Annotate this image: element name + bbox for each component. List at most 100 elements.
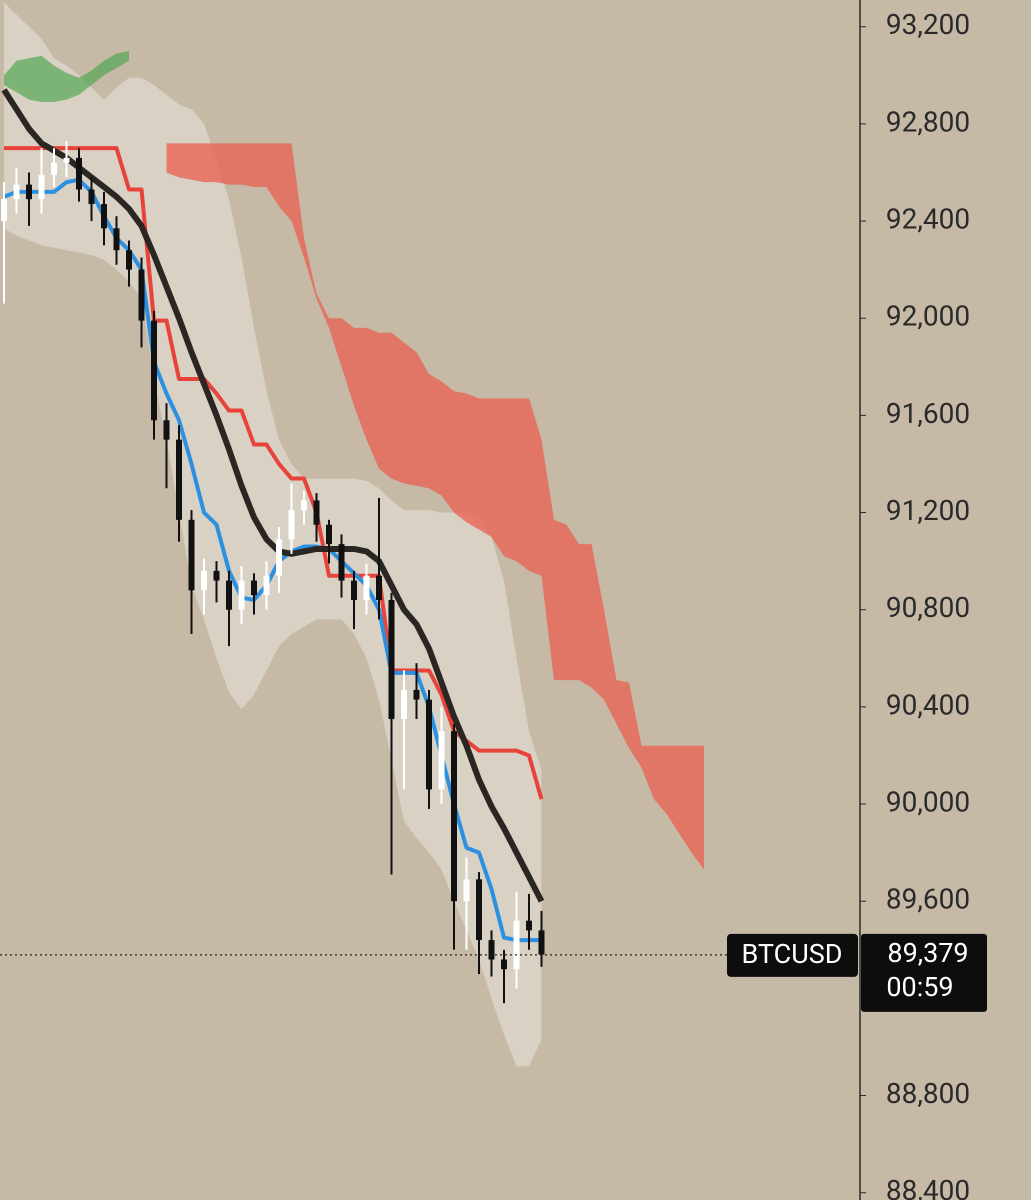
y-tick-label: 90,800 (886, 591, 970, 624)
candle (63, 140, 70, 178)
y-tick-label: 90,000 (886, 785, 970, 818)
candle-body (13, 184, 20, 200)
candle (338, 534, 345, 598)
candle (101, 191, 107, 246)
candle (13, 167, 20, 214)
candle (38, 148, 45, 214)
candle (1, 182, 7, 304)
candle-body (413, 689, 420, 700)
candle (326, 519, 332, 564)
candle-body (526, 920, 532, 931)
candle (126, 240, 132, 287)
candle (188, 510, 195, 635)
symbol-tag (727, 933, 858, 977)
y-tick-label: 90,400 (886, 688, 970, 721)
indicator-line (4, 146, 544, 800)
candle-body (476, 879, 482, 941)
candle-body (51, 162, 57, 175)
candle (476, 872, 482, 975)
candle (488, 930, 495, 977)
candle-body (176, 439, 182, 520)
candle-body (288, 510, 295, 540)
candle-body (201, 570, 207, 591)
candle-body (313, 500, 320, 525)
y-tick-label: 92,000 (886, 300, 970, 333)
countdown-label: 00:59 (886, 971, 953, 1003)
candle-body (113, 228, 120, 251)
candle-body (26, 184, 32, 200)
candle-body (326, 524, 332, 545)
last-price-label: 89,379 (887, 937, 968, 969)
candle (213, 561, 220, 603)
candle (376, 497, 382, 620)
candle-body (363, 575, 370, 600)
y-tick-label: 92,400 (886, 202, 970, 235)
y-tick-label: 89,600 (886, 883, 970, 916)
candle-body (226, 580, 232, 610)
candle-body (238, 580, 245, 610)
candle-body (76, 157, 82, 190)
candle-body (1, 199, 7, 222)
candle (276, 527, 282, 593)
y-tick-label: 91,600 (886, 397, 970, 430)
candle-body (63, 157, 70, 163)
candle (388, 592, 395, 875)
candle-body (501, 959, 507, 970)
candle (151, 310, 157, 440)
y-tick-label: 88,400 (886, 1174, 970, 1200)
y-tick-label: 93,200 (886, 8, 970, 41)
candle-body (251, 580, 257, 596)
plot-area (0, 2, 860, 1067)
candle-body (163, 420, 170, 440)
candle (138, 257, 145, 348)
candle (526, 893, 532, 950)
candle (301, 490, 307, 525)
candle-body (463, 879, 470, 902)
candle-body (301, 500, 307, 511)
candle (238, 565, 245, 625)
candle (226, 570, 232, 647)
candle (438, 706, 445, 805)
candle (313, 493, 320, 542)
candle-body (263, 575, 270, 596)
candle (501, 949, 507, 1004)
candle (413, 663, 420, 720)
candle (538, 910, 545, 967)
candle-body (351, 580, 357, 600)
candle (451, 723, 457, 950)
candle-body (488, 940, 495, 960)
candle (426, 689, 432, 809)
candle (176, 425, 182, 542)
candle-body (138, 269, 145, 321)
candle (51, 148, 57, 188)
candle-body (338, 544, 345, 581)
candle-body (276, 539, 282, 576)
candle (113, 216, 120, 265)
candle-body (376, 575, 382, 600)
candle-body (426, 699, 432, 790)
candle-body (213, 570, 220, 581)
candle-body (101, 204, 107, 229)
symbol-label: BTCUSD (741, 938, 842, 970)
candle (201, 558, 207, 615)
y-tick-label: 91,200 (886, 494, 970, 527)
y-tick-label: 92,800 (886, 105, 970, 138)
candle (251, 573, 257, 615)
candle (513, 891, 520, 989)
candle (288, 483, 295, 554)
candle-body (151, 320, 157, 421)
band-area (4, 51, 129, 103)
candle-body (388, 600, 395, 720)
candle-body (188, 519, 195, 591)
candle-body (126, 250, 132, 270)
price-axis: 88,40088,80089,20089,60090,00090,40090,8… (860, 8, 970, 1200)
candle (163, 403, 170, 489)
candle (88, 177, 95, 222)
candle-body (513, 920, 520, 970)
candle (463, 857, 470, 950)
candle-body (438, 731, 445, 790)
candle (26, 172, 32, 226)
candle (351, 570, 357, 630)
